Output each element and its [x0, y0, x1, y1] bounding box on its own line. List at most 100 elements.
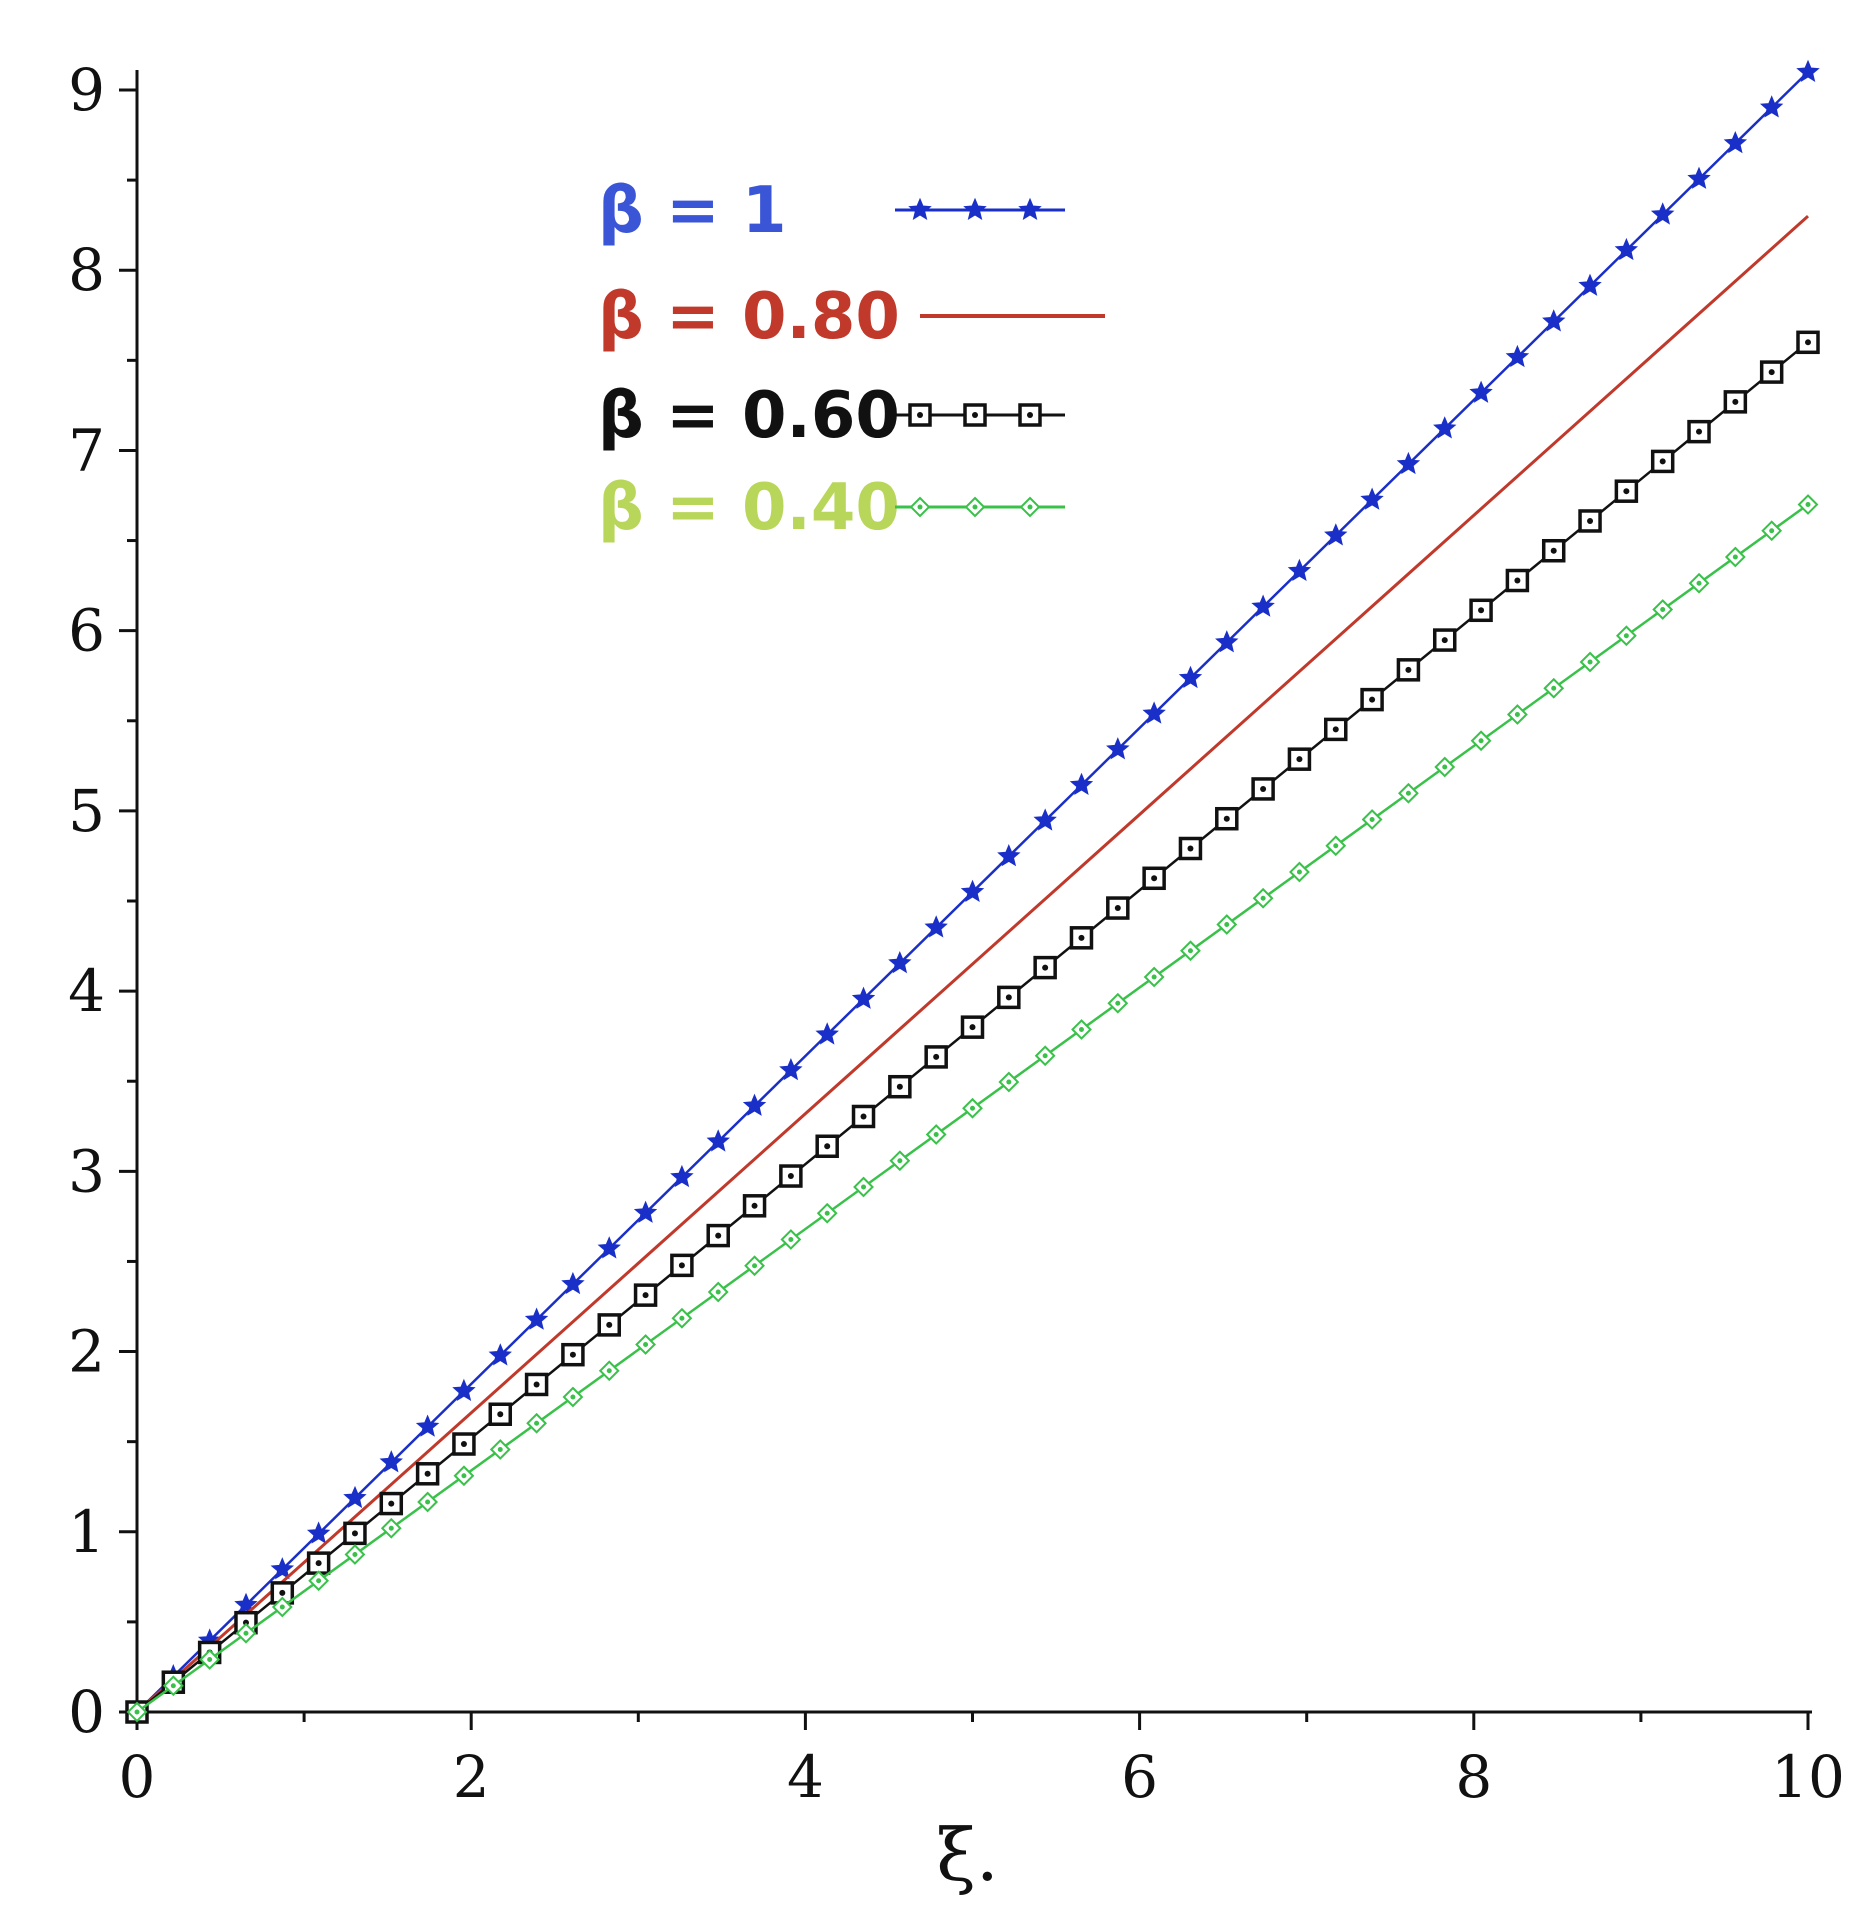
data-point — [1759, 360, 1784, 384]
data-point — [270, 1557, 295, 1580]
data-point — [1723, 131, 1748, 154]
data-point-dot — [1005, 994, 1012, 1001]
y-tick-label: 5 — [68, 777, 105, 845]
data-point-dot — [1296, 869, 1302, 875]
data-point-shape — [815, 1022, 839, 1045]
data-point-dot — [1260, 895, 1266, 901]
data-point-shape — [1251, 594, 1275, 617]
data-point-shape — [779, 1058, 803, 1081]
data-point — [671, 1307, 693, 1329]
legend-swatch-marker-dot — [917, 412, 923, 418]
data-point — [1432, 628, 1457, 652]
data-point — [1688, 572, 1710, 594]
data-point-dot — [860, 1113, 867, 1120]
data-point — [126, 1701, 148, 1723]
data-point — [1578, 273, 1602, 296]
data-point — [1034, 1045, 1056, 1067]
data-point-dot — [497, 1411, 504, 1418]
data-point — [308, 1570, 330, 1592]
data-point — [306, 1551, 331, 1575]
legend-swatch-marker-dot — [917, 504, 923, 510]
y-tick-label: 1 — [68, 1498, 105, 1566]
data-point-dot — [461, 1473, 467, 1479]
data-point-dot — [752, 1263, 758, 1269]
data-point — [851, 986, 876, 1009]
data-point-dot — [1042, 1053, 1048, 1059]
data-point — [889, 1150, 911, 1172]
data-point-dot — [788, 1237, 794, 1243]
data-point — [1215, 630, 1239, 653]
data-point — [597, 1236, 621, 1259]
data-point-shape — [524, 1307, 549, 1330]
data-point-dot — [243, 1630, 249, 1636]
data-point — [998, 1071, 1020, 1093]
data-point — [1142, 866, 1166, 891]
data-point — [633, 1200, 658, 1223]
data-point-dot — [896, 1083, 903, 1090]
data-point — [343, 1521, 367, 1546]
data-point-dot — [1369, 696, 1376, 703]
legend-swatch-marker — [909, 496, 931, 518]
data-point — [199, 1649, 221, 1670]
data-point-dot — [1187, 948, 1193, 954]
data-point-dot — [933, 1132, 939, 1138]
legend-swatch-marker-shape — [1018, 197, 1042, 220]
data-point — [997, 843, 1021, 867]
data-point — [1180, 940, 1201, 962]
x-tick-label: 10 — [1771, 1743, 1845, 1811]
data-point — [1142, 701, 1166, 724]
legend-swatch-marker-dot — [972, 504, 978, 510]
legend-swatch-marker — [908, 403, 932, 427]
data-point-dot — [1151, 974, 1157, 980]
data-point — [452, 1432, 476, 1456]
data-point — [306, 1521, 331, 1544]
data-point-shape — [452, 1378, 476, 1402]
axes — [129, 70, 1812, 1720]
data-point-dot — [460, 1441, 467, 1448]
data-point — [1106, 896, 1130, 920]
data-point-shape — [343, 1485, 367, 1509]
data-point-shape — [1542, 309, 1566, 332]
data-point-dot — [1260, 785, 1267, 792]
series-3 — [126, 494, 1819, 1723]
data-point-shape — [415, 1414, 440, 1437]
data-point-dot — [1078, 934, 1085, 941]
data-point — [1650, 449, 1675, 474]
data-point-dot — [388, 1525, 394, 1531]
data-point-dot — [1006, 1079, 1012, 1085]
data-point — [962, 1097, 983, 1119]
data-point — [1579, 651, 1601, 673]
data-point-shape — [1505, 344, 1530, 368]
legend-swatch-marker-dot — [1027, 504, 1033, 510]
data-point-dot — [351, 1530, 358, 1537]
data-point-shape — [270, 1557, 295, 1580]
data-point-shape — [1287, 558, 1312, 582]
data-point — [561, 1342, 585, 1367]
legend-swatch-marker — [1018, 197, 1042, 220]
data-point-dot — [1442, 764, 1448, 770]
data-point-dot — [170, 1683, 176, 1689]
data-point — [1796, 59, 1820, 82]
data-point — [1069, 926, 1094, 950]
data-point-dot — [1369, 817, 1375, 823]
data-point — [1543, 677, 1565, 699]
data-point-shape — [379, 1450, 403, 1473]
data-point — [1797, 494, 1819, 515]
data-point-dot — [897, 1158, 903, 1164]
data-point-dot — [352, 1552, 358, 1558]
data-point-dot — [1623, 633, 1629, 639]
data-point-dot — [134, 1709, 140, 1715]
data-point-dot — [751, 1202, 758, 1209]
data-point-dot — [207, 1657, 213, 1663]
data-point-dot — [606, 1321, 613, 1328]
data-point-shape — [488, 1343, 512, 1366]
data-point-dot — [678, 1262, 685, 1269]
data-point — [453, 1465, 475, 1487]
data-point-shape — [1650, 202, 1675, 225]
data-point — [1615, 625, 1637, 647]
data-point-shape — [1614, 237, 1639, 261]
data-point-shape — [888, 951, 912, 974]
data-point-dot — [1478, 738, 1484, 744]
data-point — [1470, 730, 1492, 752]
data-point — [633, 1283, 658, 1307]
